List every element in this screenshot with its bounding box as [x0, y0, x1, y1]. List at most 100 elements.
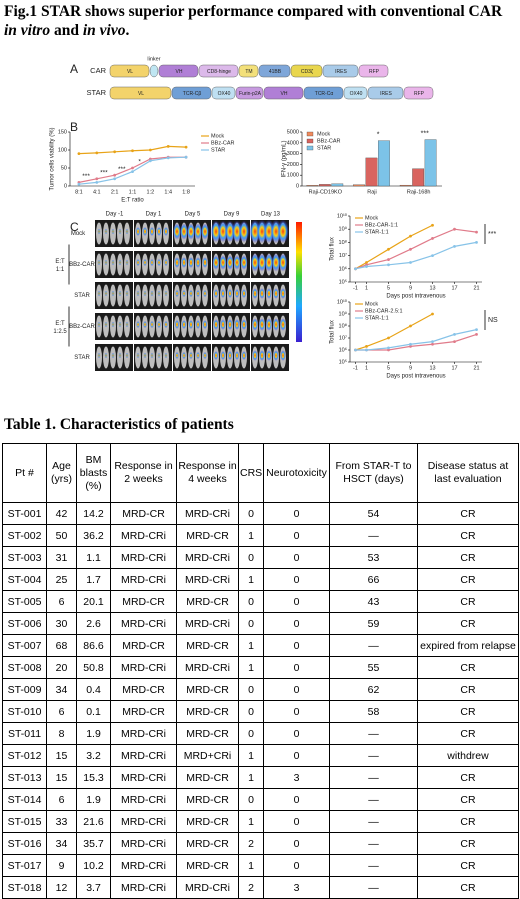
signal: [149, 227, 155, 236]
y-tick-label: 1000: [287, 173, 299, 179]
table-cell: 8: [46, 722, 77, 745]
table-cell: 62: [329, 678, 418, 701]
table-cell: 3.2: [76, 744, 111, 767]
table-cell: withdrew: [417, 744, 519, 767]
data-point: [431, 223, 434, 227]
segment-label: CD8-hinge: [207, 69, 231, 75]
column-header: BM blasts (%): [76, 443, 111, 503]
signal: [188, 320, 194, 329]
signal: [125, 259, 129, 266]
construct-segment: [109, 86, 172, 100]
table-cell: 53: [329, 546, 418, 569]
table-row: ST-016 34 35.7 MRD-CRi MRD-CR 2 0— CR: [2, 832, 519, 855]
group-label: 1:1: [56, 267, 65, 273]
signal: [150, 352, 154, 359]
signal: [266, 288, 272, 299]
table-cell: 0.1: [76, 700, 111, 723]
signal: [150, 258, 154, 267]
legend-swatch: [306, 145, 314, 151]
day-label: Day 5: [185, 212, 201, 218]
signal: [240, 255, 248, 270]
signal: [97, 352, 101, 359]
significance: ***: [100, 170, 108, 177]
x-tick-label: Raji-168h: [407, 189, 431, 195]
legend-label: STAR-1:1: [365, 229, 389, 235]
table-cell: CR: [417, 546, 519, 569]
table-cell: 1: [238, 634, 264, 657]
table-cell: MRD-CR: [110, 678, 177, 701]
y-tick-label: 10⁸: [339, 239, 347, 246]
construct-segment: [403, 86, 434, 100]
group-label: 1:2.5: [53, 329, 67, 335]
legend-label: Mock: [211, 133, 224, 139]
column-header: Neurotoxicity: [263, 443, 330, 503]
x-tick-label: Raji-CD19KO: [309, 189, 343, 195]
data-point: [475, 332, 478, 336]
table-cell: 33: [46, 810, 77, 833]
signal: [213, 351, 219, 360]
table-cell: ST-017: [2, 854, 47, 877]
table-cell: MRD-CRi: [110, 524, 177, 547]
data-point: [95, 177, 99, 181]
table-cell: MRD-CRi: [110, 546, 177, 569]
data-point: [131, 170, 134, 174]
construct-segment: [211, 86, 236, 100]
signal: [111, 321, 115, 328]
linker: [149, 64, 159, 78]
table-cell: 1.9: [76, 788, 111, 811]
table-cell: 10.2: [76, 854, 111, 877]
table-cell: expired from relapse: [417, 634, 519, 657]
y-tick-label: 2000: [287, 162, 299, 168]
significance: ***: [82, 173, 90, 180]
table-cell: MRD-CRi: [110, 722, 177, 745]
table-cell: 15.3: [76, 766, 111, 789]
signal: [125, 290, 129, 297]
signal: [227, 319, 233, 330]
y-tick-label: 10⁶: [339, 265, 347, 272]
signal: [142, 227, 148, 236]
table-cell: CR: [417, 722, 519, 745]
data-point: [453, 332, 456, 336]
table-cell: MRD-CR: [176, 766, 239, 789]
column-header: Response in 4 weeks: [176, 443, 239, 503]
signal: [189, 351, 193, 360]
table-cell: 1.7: [76, 568, 111, 591]
table-row: ST-006 30 2.6 MRD-CRi MRD-CRi 0 0 59 CR: [2, 612, 519, 635]
data-point: [409, 261, 412, 264]
data-point: [431, 312, 434, 316]
segment-label: VH: [281, 91, 288, 97]
signal: [164, 352, 168, 359]
table-cell: —: [329, 832, 418, 855]
x-tick-label: 2:1: [111, 189, 119, 195]
table-cell: 30: [46, 612, 77, 635]
table-cell: —: [329, 744, 418, 767]
construct-segment: [158, 64, 199, 78]
table-cell: —: [329, 810, 418, 833]
y-tick-label: 10⁵: [339, 278, 347, 285]
table-cell: CR: [417, 656, 519, 679]
table-cell: CR: [417, 854, 519, 877]
signal: [273, 288, 279, 299]
y-tick-label: 5000: [287, 129, 299, 135]
signal: [179, 223, 189, 240]
signal: [143, 352, 147, 359]
data-point: [148, 159, 152, 163]
data-point: [95, 181, 99, 184]
signal: [157, 290, 161, 297]
signal: [273, 350, 279, 361]
table-cell: 0: [263, 524, 330, 547]
table-cell: 14.2: [76, 502, 111, 525]
table-cell: MRD-CRi: [176, 546, 239, 569]
signal: [186, 223, 196, 240]
table-cell: 0: [263, 700, 330, 723]
y-tick-label: 100: [58, 147, 67, 153]
data-point: [409, 324, 412, 328]
table-cell: 0: [238, 722, 264, 745]
table-cell: MRD-CR: [176, 634, 239, 657]
y-tick-label: 0: [64, 183, 67, 189]
table-cell: 2.6: [76, 612, 111, 635]
data-point: [365, 265, 368, 268]
table-cell: 1: [238, 854, 264, 877]
data-point: [365, 344, 368, 348]
table-cell: CR: [417, 502, 519, 525]
